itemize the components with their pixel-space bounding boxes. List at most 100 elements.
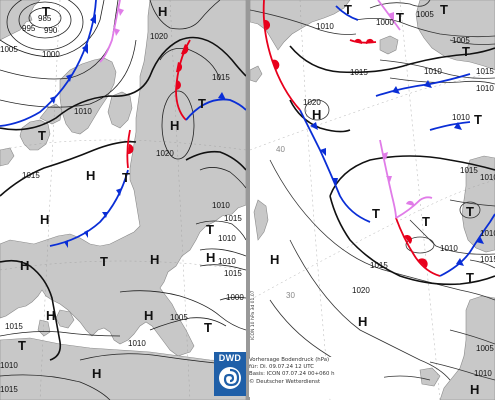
pressure-center: T (18, 338, 26, 353)
left-isobar-label: 1015 (224, 214, 242, 223)
pressure-center: T (440, 2, 448, 17)
right-isobar-labels: 1005 1010 1000 1005 1015 1010 1020 1015 … (276, 10, 495, 378)
right-isobar-label: 1010 (474, 369, 492, 378)
pressure-center: H (86, 168, 95, 183)
right-occluded-symbols (382, 12, 415, 206)
pressure-center: H (312, 107, 321, 122)
left-map (0, 0, 246, 400)
left-warm-front-symbols (128, 44, 189, 155)
right-isobar-label: 1005 (452, 36, 470, 45)
map-divider (246, 0, 250, 400)
pressure-center: H (92, 366, 101, 381)
left-isobar-label: 990 (44, 26, 58, 35)
dwd-logo-text: DWD (218, 353, 242, 363)
pressure-center: T (122, 170, 130, 185)
pressure-center: T (344, 2, 352, 17)
right-cold-front-symbols (310, 80, 484, 266)
left-isobar-label: 1010 (74, 107, 92, 116)
right-isobar-label: 1010 (316, 22, 334, 31)
right-isobar-label: 1010 (480, 173, 495, 182)
pressure-center: T (422, 214, 430, 229)
pressure-center: H (206, 250, 215, 265)
pressure-center: H (470, 382, 479, 397)
right-isobars-main (289, 45, 495, 286)
right-isobar-label: 1010 (476, 84, 494, 93)
left-isobar-label: 1010 (0, 361, 18, 370)
pressure-center: H (270, 252, 279, 267)
pressure-center: H (20, 258, 29, 273)
right-isobar-label: 1020 (352, 286, 370, 295)
pressure-center: H (158, 4, 167, 19)
left-isobar-labels: 985 990 995 1000 1005 1010 1015 1020 101… (0, 14, 244, 394)
left-isobar-label: 1010 (128, 339, 146, 348)
pressure-center: T (38, 128, 46, 143)
right-warm-front-symbols (264, 19, 428, 268)
right-isobars (250, 0, 495, 391)
side-caption: ICON 10 hPa 3d 01.07 (251, 290, 256, 340)
right-isobar-label: 1015 (476, 67, 494, 76)
left-isobar-label: 995 (22, 24, 36, 33)
left-isobar-label: 985 (38, 14, 52, 23)
left-isobars-main (0, 36, 246, 361)
pressure-center: T (42, 4, 50, 19)
credit-line-title: Vorhersage Bodendruck (hPa) (249, 357, 330, 363)
pressure-center: T (396, 10, 404, 25)
credit-line-copyright: © Deutscher Wetterdienst (249, 378, 321, 385)
right-isobar-label: 1000 (376, 18, 394, 27)
left-isobar-label: 1010 (218, 234, 236, 243)
pressure-center: T (206, 222, 214, 237)
right-isobar-label: 1015 (370, 261, 388, 270)
pressure-center: T (462, 44, 470, 59)
right-isobar-label: 30 (286, 291, 295, 300)
right-isobar-label: 1010 (424, 67, 442, 76)
left-isobar-label: 1020 (156, 149, 174, 158)
right-isobar-label: 1010 (480, 229, 495, 238)
left-land (0, 0, 246, 400)
pressure-center: T (100, 254, 108, 269)
pressure-center: H (144, 308, 153, 323)
right-isobar-label: 1015 (480, 255, 495, 264)
right-isobar-label: 1010 (452, 113, 470, 122)
left-isobar-label: 1020 (150, 32, 168, 41)
pressure-center: H (150, 252, 159, 267)
pressure-center: H (358, 314, 367, 329)
right-isobar-label: 1020 (303, 98, 321, 107)
right-isobar-label: 1005 (416, 10, 434, 19)
pressure-center: T (372, 206, 380, 221)
pressure-center: T (466, 270, 474, 285)
left-isobar-label: 1015 (0, 385, 18, 394)
swirl-icon (219, 367, 241, 389)
left-isobar-label: 1015 (22, 171, 40, 180)
left-isobar-label: 1015 (212, 73, 230, 82)
left-occluded-front (99, 0, 121, 63)
pressure-center: H (40, 212, 49, 227)
pressure-center: T (198, 96, 206, 111)
left-isobar-label: 1000 (42, 50, 60, 59)
left-isobars (0, 0, 246, 400)
right-isobar-label: 40 (276, 145, 285, 154)
forecast-credit: Vorhersage Bodendruck (hPa) für: Di. 09.… (249, 357, 384, 397)
left-isobar-label: 1015 (224, 269, 242, 278)
dwd-logo: DWD (214, 352, 246, 396)
right-isobar-label: 1005 (476, 344, 494, 353)
pressure-center: T (474, 112, 482, 127)
pressure-center: H (170, 118, 179, 133)
left-isobar-label: 1000 (226, 293, 244, 302)
left-isobar-label: 1010 (218, 257, 236, 266)
left-isobar-label: 1010 (212, 201, 230, 210)
left-isobar-label: 1005 (170, 313, 188, 322)
right-map (250, 0, 495, 400)
credit-line-valid: für: Di. 09.07.24 12 UTC (249, 364, 315, 371)
right-isobar-label: 1010 (440, 244, 458, 253)
left-cold-front-symbols (50, 14, 226, 248)
left-isobar-label: 1005 (0, 45, 18, 54)
pressure-center: H (46, 308, 55, 323)
left-isobar-label: 1015 (5, 322, 23, 331)
credit-line-base: Basis: ICON 07.07.24 00+060 h (249, 371, 335, 378)
pressure-center: T (204, 320, 212, 335)
left-pressure-centers: T H T T H H T H H T H T H T H H T H (18, 4, 215, 381)
right-isobar-label: 1015 (460, 166, 478, 175)
right-pressure-centers: T T T H T T H T T T T H H (270, 2, 482, 397)
